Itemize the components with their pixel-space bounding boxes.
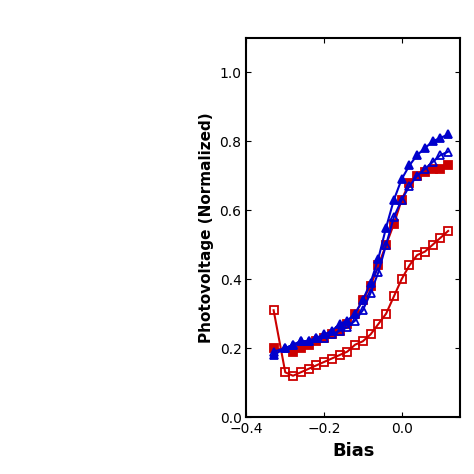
X-axis label: Bias: Bias (332, 442, 374, 459)
Y-axis label: Photovoltage (Normalized): Photovoltage (Normalized) (199, 112, 214, 343)
